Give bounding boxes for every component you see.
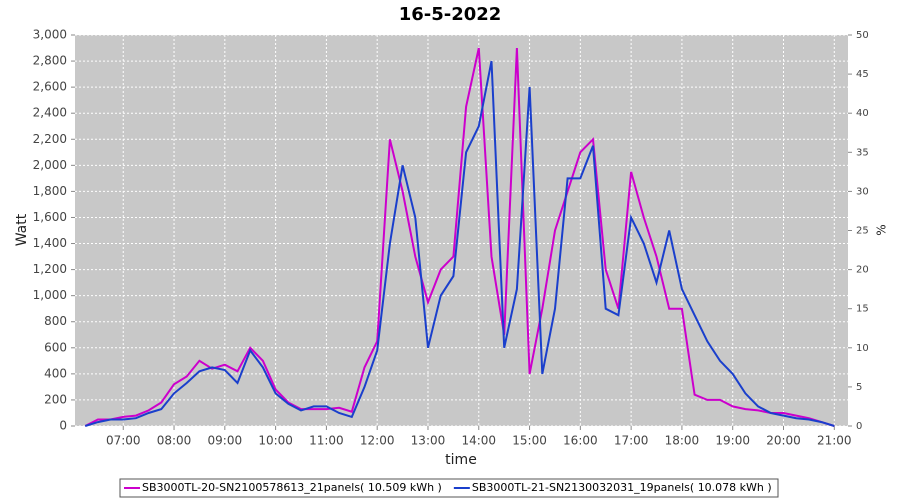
x-tick-label: 07:00 xyxy=(106,434,141,448)
x-tick-label: 21:00 xyxy=(817,434,852,448)
x-axis-label: time xyxy=(445,452,477,468)
y2-tick-label: 0 xyxy=(856,421,862,432)
x-tick-label: 19:00 xyxy=(715,434,750,448)
y-tick-label: 600 xyxy=(44,340,67,354)
legend-label: SB3000TL-21-SN2130032031_19panels( 10.07… xyxy=(472,481,772,494)
y2-tick-label: 5 xyxy=(856,382,862,393)
y-tick-label: 3,000 xyxy=(33,28,67,42)
y2-axis-label: % xyxy=(875,224,889,235)
chart-title: 16-5-2022 xyxy=(399,4,502,25)
y2-tick-label: 35 xyxy=(856,147,869,158)
x-tick-label: 15:00 xyxy=(512,434,547,448)
x-tick-label: 08:00 xyxy=(157,434,192,448)
y2-tick-label: 20 xyxy=(856,265,869,276)
y-tick-label: 2,600 xyxy=(33,80,67,94)
series-line xyxy=(84,60,835,427)
y2-tick-label: 25 xyxy=(856,226,869,237)
y2-tick-label: 50 xyxy=(856,30,869,41)
legend xyxy=(119,478,779,498)
y-tick-label: 400 xyxy=(44,366,67,380)
plot-area xyxy=(75,35,848,426)
y2-tick-label: 45 xyxy=(856,69,869,80)
y-tick-label: 2,400 xyxy=(33,106,67,120)
y2-tick-label: 15 xyxy=(856,304,869,315)
y-tick-label: 2,000 xyxy=(33,158,67,172)
x-tick-label: 18:00 xyxy=(665,434,700,448)
x-tick-label: 09:00 xyxy=(208,434,243,448)
y-tick-label: 1,200 xyxy=(33,262,67,276)
y-tick-label: 1,800 xyxy=(33,184,67,198)
y-tick-label: 1,000 xyxy=(33,288,67,302)
x-tick-label: 10:00 xyxy=(258,434,293,448)
legend-label: SB3000TL-20-SN2100578613_21panels( 10.50… xyxy=(142,481,442,494)
x-tick-label: 14:00 xyxy=(461,434,496,448)
y-tick-label: 1,400 xyxy=(33,236,67,250)
x-tick-label: 20:00 xyxy=(766,434,801,448)
y-tick-label: 800 xyxy=(44,314,67,328)
y-tick-label: 200 xyxy=(44,392,67,406)
x-tick-label: 12:00 xyxy=(360,434,395,448)
y2-tick-label: 10 xyxy=(856,343,869,354)
y-axis-label: Watt xyxy=(14,213,30,246)
y-tick-label: 1,600 xyxy=(33,210,67,224)
y-tick-label: 2,200 xyxy=(33,132,67,146)
x-tick-label: 13:00 xyxy=(411,434,446,448)
y-tick-label: 2,800 xyxy=(33,54,67,68)
y-tick-label: 0 xyxy=(59,419,67,433)
y2-tick-label: 40 xyxy=(856,108,869,119)
y2-tick-label: 30 xyxy=(856,186,869,197)
x-tick-label: 11:00 xyxy=(309,434,344,448)
x-tick-label: 17:00 xyxy=(614,434,649,448)
x-tick-label: 16:00 xyxy=(563,434,598,448)
